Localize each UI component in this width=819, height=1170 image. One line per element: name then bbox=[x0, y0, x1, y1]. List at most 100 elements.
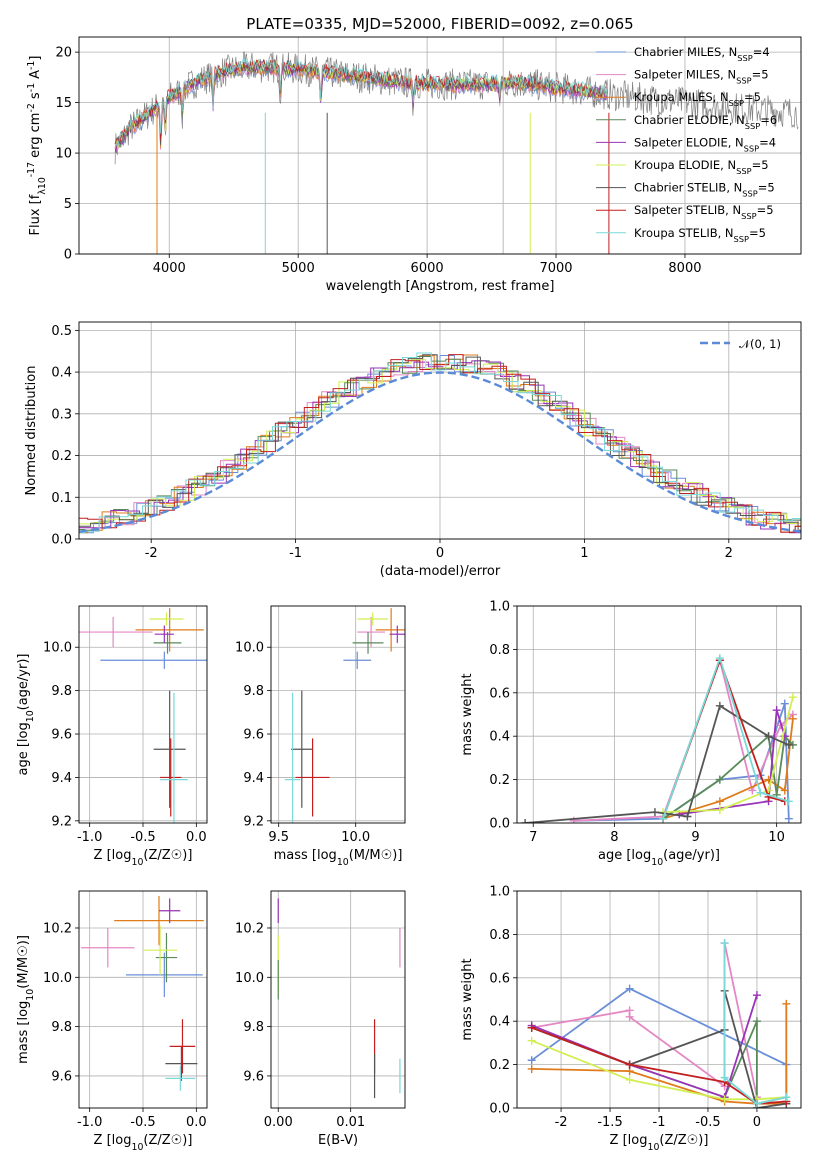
plot-area bbox=[81, 895, 204, 1091]
weight-marker-kroupa-elodie bbox=[625, 1075, 634, 1084]
weight-line-kroupa-stelib bbox=[662, 657, 790, 820]
weight-marker-salpeter-stelib bbox=[625, 1060, 634, 1069]
x-tick-label: 10 bbox=[768, 830, 785, 845]
histogram-salpeter-stelib bbox=[79, 354, 801, 533]
y-tick-label: 0.8 bbox=[489, 928, 510, 943]
y-tick-label: 0.2 bbox=[489, 1058, 510, 1073]
y-tick-label: 1.0 bbox=[489, 600, 510, 615]
x-tick-label: 0.0 bbox=[186, 1115, 207, 1130]
legend-entry: Chabrier STELIB, NSSP=5 bbox=[634, 181, 775, 199]
y-tick-label: 0.1 bbox=[51, 491, 72, 506]
chart-weight-vs-Z: -2 -1.5 -1 -0.5 0 0.0 0.2 0.4 0.6 0.8 1.0 Z [log10(… bbox=[460, 885, 802, 1153]
weight-marker-kroupa-elodie bbox=[715, 805, 724, 814]
legend-entry: Chabrier ELODIE, NSSP=6 bbox=[634, 113, 777, 131]
y-tick-label: 15 bbox=[55, 96, 72, 111]
y-tick-label: 9.6 bbox=[51, 1069, 72, 1084]
weight-marker-chabrier-stelib bbox=[521, 819, 530, 823]
y-tick-label: 0.3 bbox=[51, 407, 72, 422]
y-axis-label: Flux [fλ10-17 erg cm-2 s-1 A-1] bbox=[26, 56, 48, 236]
weight-marker-salpeter-stelib bbox=[527, 1023, 536, 1032]
histogram-chabrier-miles bbox=[79, 355, 801, 534]
plot-area bbox=[277, 898, 401, 1099]
weight-line-kroupa-miles bbox=[531, 1003, 788, 1105]
weight-marker-kroupa-miles bbox=[788, 714, 797, 723]
plot-area bbox=[114, 37, 799, 254]
weight-marker-chabrier-stelib bbox=[650, 808, 659, 817]
x-tick-label: -0.5 bbox=[130, 1115, 155, 1130]
chart-weight-vs-age: 7 8 9 10 0.0 0.2 0.4 0.6 0.8 1.0 age [log10(age/yr… bbox=[460, 600, 802, 868]
y-tick-label: 9.8 bbox=[243, 1020, 264, 1035]
x-tick-label: 9.5 bbox=[268, 830, 289, 845]
y-tick-label: 10.2 bbox=[235, 921, 264, 936]
legend-entry: Kroupa ELODIE, NSSP=5 bbox=[634, 158, 769, 176]
grid bbox=[271, 891, 405, 1108]
weight-marker-chabrier-miles bbox=[527, 1056, 536, 1065]
weight-marker-chabrier-miles bbox=[625, 984, 634, 993]
weight-marker-chabrier-miles bbox=[784, 814, 793, 823]
chart-mass-vs-ebv: 0.00 0.01 9.6 9.8 10.0 10.2 E(B-V) bbox=[235, 890, 406, 1148]
y-tick-label: 9.6 bbox=[243, 728, 264, 743]
y-tick-label: 9.6 bbox=[243, 1069, 264, 1084]
model-spectrum-kroupa-stelib bbox=[114, 57, 608, 149]
weight-marker-salpeter-miles bbox=[625, 1012, 634, 1021]
x-axis-label: Z [log10(Z/Z☉)] bbox=[94, 848, 193, 868]
y-axis-label: mass weight bbox=[460, 673, 475, 755]
x-tick-label: 0.00 bbox=[264, 1115, 293, 1130]
y-tick-label: 0.0 bbox=[489, 1102, 510, 1117]
legend-entry: Salpeter STELIB, NSSP=5 bbox=[634, 203, 774, 221]
histogram-chabrier-stelib bbox=[79, 354, 801, 531]
weight-marker-kroupa-stelib bbox=[715, 654, 724, 663]
y-tick-label: 20 bbox=[55, 46, 72, 61]
legend-entry: Kroupa MILES, NSSP=5 bbox=[634, 90, 761, 108]
x-tick-label: -0.5 bbox=[695, 1115, 720, 1130]
x-axis-label: E(B-V) bbox=[318, 1133, 358, 1148]
y-tick-label: 0.0 bbox=[489, 817, 510, 832]
normal-curve bbox=[79, 371, 801, 533]
y-tick-label: 0 bbox=[64, 248, 72, 263]
grid bbox=[79, 606, 207, 823]
x-tick-label: 0 bbox=[753, 1115, 761, 1130]
weight-marker-kroupa-elodie bbox=[720, 1095, 729, 1104]
y-tick-label: 9.2 bbox=[51, 814, 72, 829]
x-tick-label: -1 bbox=[653, 1115, 666, 1130]
grid bbox=[79, 891, 207, 1108]
y-tick-label: 9.8 bbox=[51, 1020, 72, 1035]
weight-marker-chabrier-elodie bbox=[715, 775, 724, 784]
legend-entry: Chabrier MILES, NSSP=4 bbox=[634, 45, 770, 63]
chart-age-vs-mass: 9.5 10.0 9.2 9.4 9.6 9.8 10.0 mass [log10(M/M☉)… bbox=[235, 605, 406, 868]
grid bbox=[271, 606, 405, 823]
weight-line-salpeter-miles bbox=[531, 942, 758, 1098]
y-tick-label: 0.0 bbox=[51, 533, 72, 548]
chart-spectrum: 4000 5000 6000 7000 8000 0 5 10 15 20 wavelength [… bbox=[26, 36, 802, 294]
weight-marker-chabrier-stelib bbox=[784, 740, 793, 749]
y-tick-label: 1.0 bbox=[489, 885, 510, 900]
y-tick-label: 0.2 bbox=[51, 449, 72, 464]
y-tick-label: 10.0 bbox=[43, 971, 72, 986]
weight-marker-salpeter-elodie bbox=[752, 991, 761, 1000]
x-tick-label: 7000 bbox=[539, 261, 572, 276]
weight-marker-kroupa-miles bbox=[782, 999, 791, 1008]
axes-frame bbox=[270, 890, 406, 1109]
x-tick-label: 1 bbox=[580, 546, 588, 561]
y-tick-label: 9.4 bbox=[243, 771, 264, 786]
weight-marker-chabrier-elodie bbox=[752, 1017, 761, 1026]
y-tick-label: 10.0 bbox=[43, 641, 72, 656]
x-tick-label: 0.01 bbox=[336, 1115, 365, 1130]
y-tick-label: 0.2 bbox=[489, 773, 510, 788]
axes-frame bbox=[516, 605, 802, 824]
y-axis-label: mass weight bbox=[460, 958, 475, 1040]
x-tick-label: -1.5 bbox=[597, 1115, 622, 1130]
weight-line-kroupa-elodie bbox=[663, 696, 794, 813]
y-tick-label: 9.6 bbox=[51, 728, 72, 743]
x-tick-label: -2 bbox=[555, 1115, 568, 1130]
weight-marker-kroupa-miles bbox=[715, 797, 724, 806]
y-tick-label: 0.6 bbox=[489, 971, 510, 986]
y-tick-label: 5 bbox=[64, 197, 72, 212]
y-axis-label: age [log10(age/yr)] bbox=[16, 654, 36, 776]
weight-marker-kroupa-stelib bbox=[782, 1093, 791, 1102]
weight-marker-kroupa-stelib bbox=[784, 797, 793, 806]
y-tick-label: 9.8 bbox=[243, 684, 264, 699]
x-axis-label: mass [log10(M/M☉)] bbox=[274, 848, 403, 868]
weight-marker-kroupa-elodie bbox=[527, 1036, 536, 1045]
